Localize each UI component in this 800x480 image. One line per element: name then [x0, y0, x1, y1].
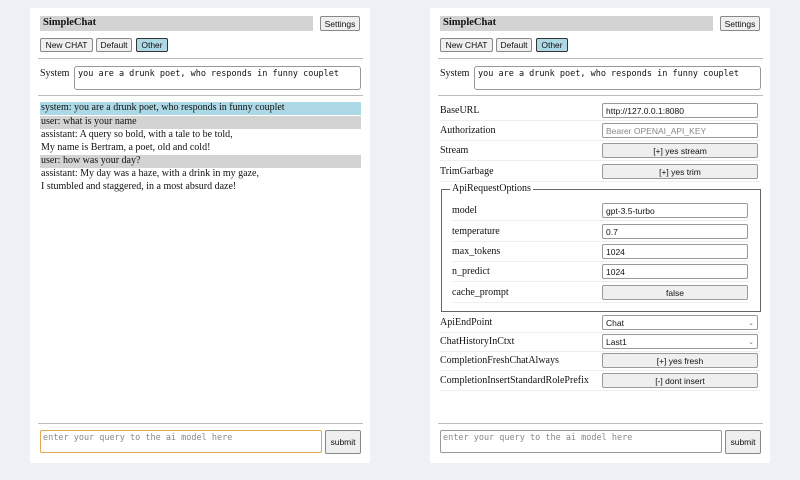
model-input[interactable]: gpt-3.5-turbo	[602, 203, 748, 218]
chevron-down-icon: ⌄	[748, 338, 754, 346]
base-url-label: BaseURL	[440, 105, 480, 116]
stream-label: Stream	[440, 145, 469, 156]
n-predict-label: n_predict	[452, 266, 490, 277]
setting-stream: Stream [+] yes stream	[440, 141, 760, 161]
setting-fresh-chat: CompletionFreshChatAlways [+] yes fresh	[440, 351, 760, 371]
message-line: assistant: A query so bold, with a tale …	[41, 129, 233, 140]
fresh-chat-label: CompletionFreshChatAlways	[440, 355, 559, 366]
chat-history-select[interactable]: Last1 ⌄	[602, 334, 758, 349]
setting-authorization: Authorization Bearer OPENAI_API_KEY	[440, 121, 760, 141]
api-endpoint-label: ApiEndPoint	[440, 317, 493, 328]
setting-api-endpoint: ApiEndPoint Chat ⌄	[440, 313, 760, 333]
stream-toggle-button[interactable]: [+] yes stream	[602, 143, 758, 158]
setting-insert-prefix: CompletionInsertStandardRolePrefix [-] d…	[440, 371, 760, 391]
max-tokens-label: max_tokens	[452, 246, 501, 257]
new-chat-button[interactable]: New CHAT	[40, 38, 93, 52]
insert-prefix-label: CompletionInsertStandardRolePrefix	[440, 375, 589, 386]
chat-panel: SimpleChat Settings New CHAT Default Oth…	[30, 8, 370, 463]
chat-history-value: Last1	[606, 336, 627, 347]
setting-temperature: temperature 0.7	[452, 222, 748, 242]
settings-button[interactable]: Settings	[720, 16, 760, 31]
message-line: I stumbled and staggered, in a most absu…	[41, 180, 237, 192]
system-label: System	[440, 68, 470, 79]
api-request-options-fieldset	[441, 189, 761, 312]
temperature-input[interactable]: 0.7	[602, 224, 748, 239]
trim-garbage-label: TrimGarbage	[440, 166, 494, 177]
authorization-label: Authorization	[440, 125, 496, 136]
message-assistant: assistant: A query so bold, with a tale …	[40, 129, 361, 154]
message-line: My name is Bertram, a poet, old and cold…	[41, 141, 211, 153]
settings-panel: SimpleChat Settings New CHAT Default Oth…	[430, 8, 770, 463]
message-line: assistant: My day was a haze, with a dri…	[41, 168, 259, 179]
setting-model: model gpt-3.5-turbo	[452, 201, 748, 221]
base-url-input[interactable]: http://127.0.0.1:8080	[602, 103, 758, 118]
setting-max-tokens: max_tokens 1024	[452, 242, 748, 262]
divider	[38, 95, 363, 96]
api-endpoint-select[interactable]: Chat ⌄	[602, 315, 758, 330]
system-label: System	[40, 68, 70, 79]
app-title: SimpleChat	[440, 16, 713, 31]
submit-button[interactable]: submit	[325, 430, 361, 454]
trim-garbage-toggle-button[interactable]: [+] yes trim	[602, 164, 758, 179]
new-chat-button[interactable]: New CHAT	[440, 38, 493, 52]
cache-prompt-label: cache_prompt	[452, 287, 509, 298]
divider	[38, 423, 363, 424]
default-chat-button[interactable]: Default	[496, 38, 532, 52]
query-input[interactable]: enter your query to the ai model here	[40, 430, 322, 453]
divider	[438, 58, 763, 59]
setting-chat-history: ChatHistoryInCtxt Last1 ⌄	[440, 332, 760, 352]
other-chat-button[interactable]: Other	[136, 38, 168, 52]
app-title: SimpleChat	[40, 16, 313, 31]
message-user: user: how was your day?	[40, 155, 361, 168]
n-predict-input[interactable]: 1024	[602, 264, 748, 279]
chat-history-label: ChatHistoryInCtxt	[440, 336, 515, 347]
max-tokens-input[interactable]: 1024	[602, 244, 748, 259]
divider	[438, 423, 763, 424]
chevron-down-icon: ⌄	[748, 319, 754, 327]
api-endpoint-value: Chat	[606, 317, 624, 328]
cache-prompt-toggle-button[interactable]: false	[602, 285, 748, 300]
setting-trim-garbage: TrimGarbage [+] yes trim	[440, 162, 760, 182]
default-chat-button[interactable]: Default	[96, 38, 132, 52]
setting-cache-prompt: cache_prompt false	[452, 283, 748, 303]
api-request-options-legend: ApiRequestOptions	[450, 183, 533, 194]
submit-button[interactable]: submit	[725, 430, 761, 454]
message-assistant: assistant: My day was a haze, with a dri…	[40, 168, 361, 193]
setting-base-url: BaseURL http://127.0.0.1:8080	[440, 101, 760, 121]
system-prompt-input[interactable]: you are a drunk poet, who responds in fu…	[474, 66, 761, 90]
fresh-chat-toggle-button[interactable]: [+] yes fresh	[602, 353, 758, 368]
insert-prefix-toggle-button[interactable]: [-] dont insert	[602, 373, 758, 388]
divider	[438, 95, 763, 96]
message-user: user: what is your name	[40, 116, 361, 129]
query-input[interactable]: enter your query to the ai model here	[440, 430, 722, 453]
temperature-label: temperature	[452, 226, 500, 237]
divider	[38, 58, 363, 59]
message-system: system: you are a drunk poet, who respon…	[40, 102, 361, 115]
authorization-input[interactable]: Bearer OPENAI_API_KEY	[602, 123, 758, 138]
setting-n-predict: n_predict 1024	[452, 262, 748, 282]
other-chat-button[interactable]: Other	[536, 38, 568, 52]
settings-button[interactable]: Settings	[320, 16, 360, 31]
system-prompt-input[interactable]: you are a drunk poet, who responds in fu…	[74, 66, 361, 90]
model-label: model	[452, 205, 477, 216]
